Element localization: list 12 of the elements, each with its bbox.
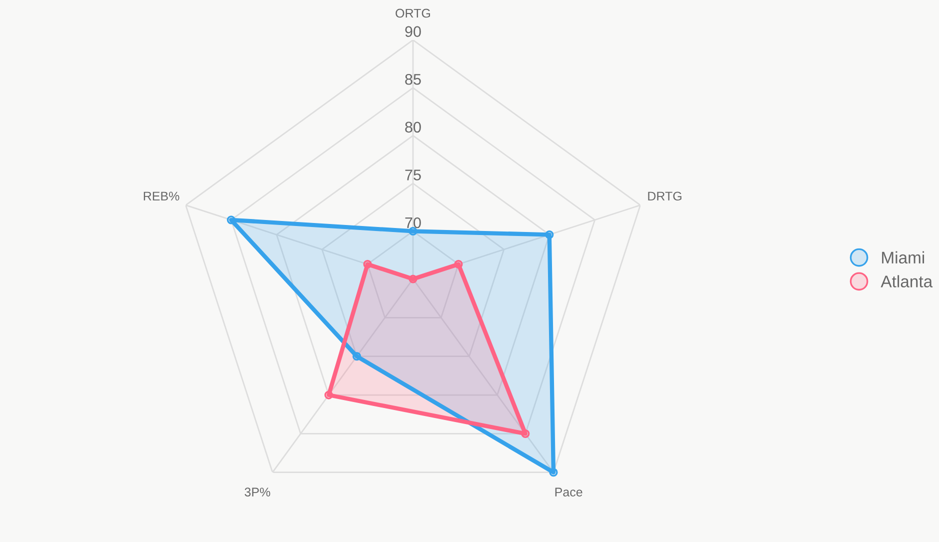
y-tick-label: 85: [405, 74, 421, 85]
y-tick-label: 70: [405, 217, 421, 228]
spoke-label: ORTG: [396, 8, 430, 18]
legend-label: Atlanta: [880, 275, 933, 288]
legend-label: Miami: [882, 251, 924, 264]
spoke-label: DRTG: [648, 192, 682, 201]
spoke-label: Pace: [555, 488, 582, 496]
y-tick-label: 90: [405, 26, 421, 37]
spoke-label: REB%: [144, 192, 180, 201]
y-tick-label: 75: [405, 170, 421, 180]
spoke-label: 3P%: [244, 488, 270, 496]
y-tick-label: 80: [405, 122, 421, 133]
